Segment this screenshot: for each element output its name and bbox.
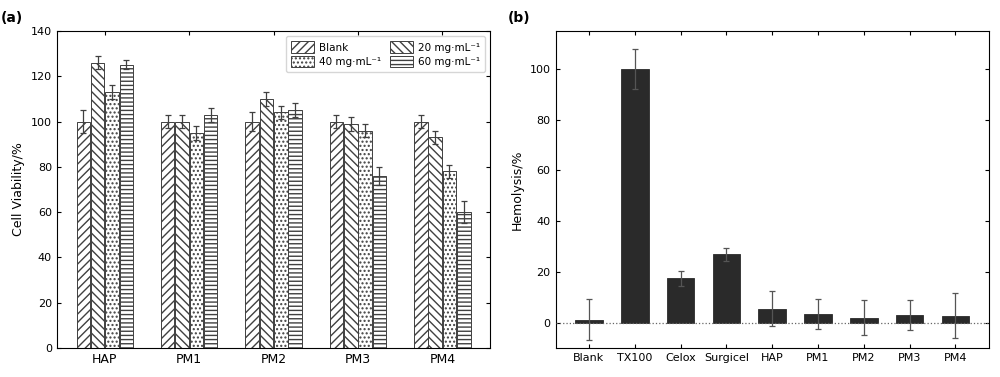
Bar — [713, 254, 740, 323]
Bar — [245, 121, 259, 348]
Bar — [457, 212, 471, 348]
Bar — [443, 172, 456, 348]
Bar — [91, 63, 104, 348]
Bar — [288, 110, 302, 348]
Bar — [344, 124, 358, 348]
Bar — [621, 69, 649, 323]
Bar — [804, 314, 832, 323]
Bar — [161, 121, 174, 348]
Bar — [120, 65, 133, 348]
Bar — [373, 176, 386, 348]
Bar — [105, 92, 119, 348]
Bar — [358, 130, 372, 348]
Bar — [190, 133, 203, 348]
Legend: Blank, 40 mg·mL⁻¹, 20 mg·mL⁻¹, 60 mg·mL⁻¹: Blank, 40 mg·mL⁻¹, 20 mg·mL⁻¹, 60 mg·mL⁻… — [286, 36, 485, 72]
Bar — [260, 99, 273, 348]
Bar — [204, 115, 217, 348]
Bar — [850, 317, 878, 323]
Text: (a): (a) — [1, 11, 23, 25]
Y-axis label: Hemolysis/%: Hemolysis/% — [511, 149, 524, 230]
Bar — [896, 315, 923, 323]
Bar — [330, 121, 343, 348]
Bar — [758, 309, 786, 323]
Y-axis label: Cell Viability/%: Cell Viability/% — [12, 143, 25, 236]
Bar — [414, 121, 428, 348]
Bar — [667, 278, 694, 323]
Bar — [942, 316, 969, 323]
Bar — [428, 137, 442, 348]
Text: (b): (b) — [508, 11, 530, 25]
Bar — [77, 121, 90, 348]
Bar — [175, 121, 189, 348]
Bar — [274, 112, 288, 348]
Bar — [575, 320, 603, 323]
